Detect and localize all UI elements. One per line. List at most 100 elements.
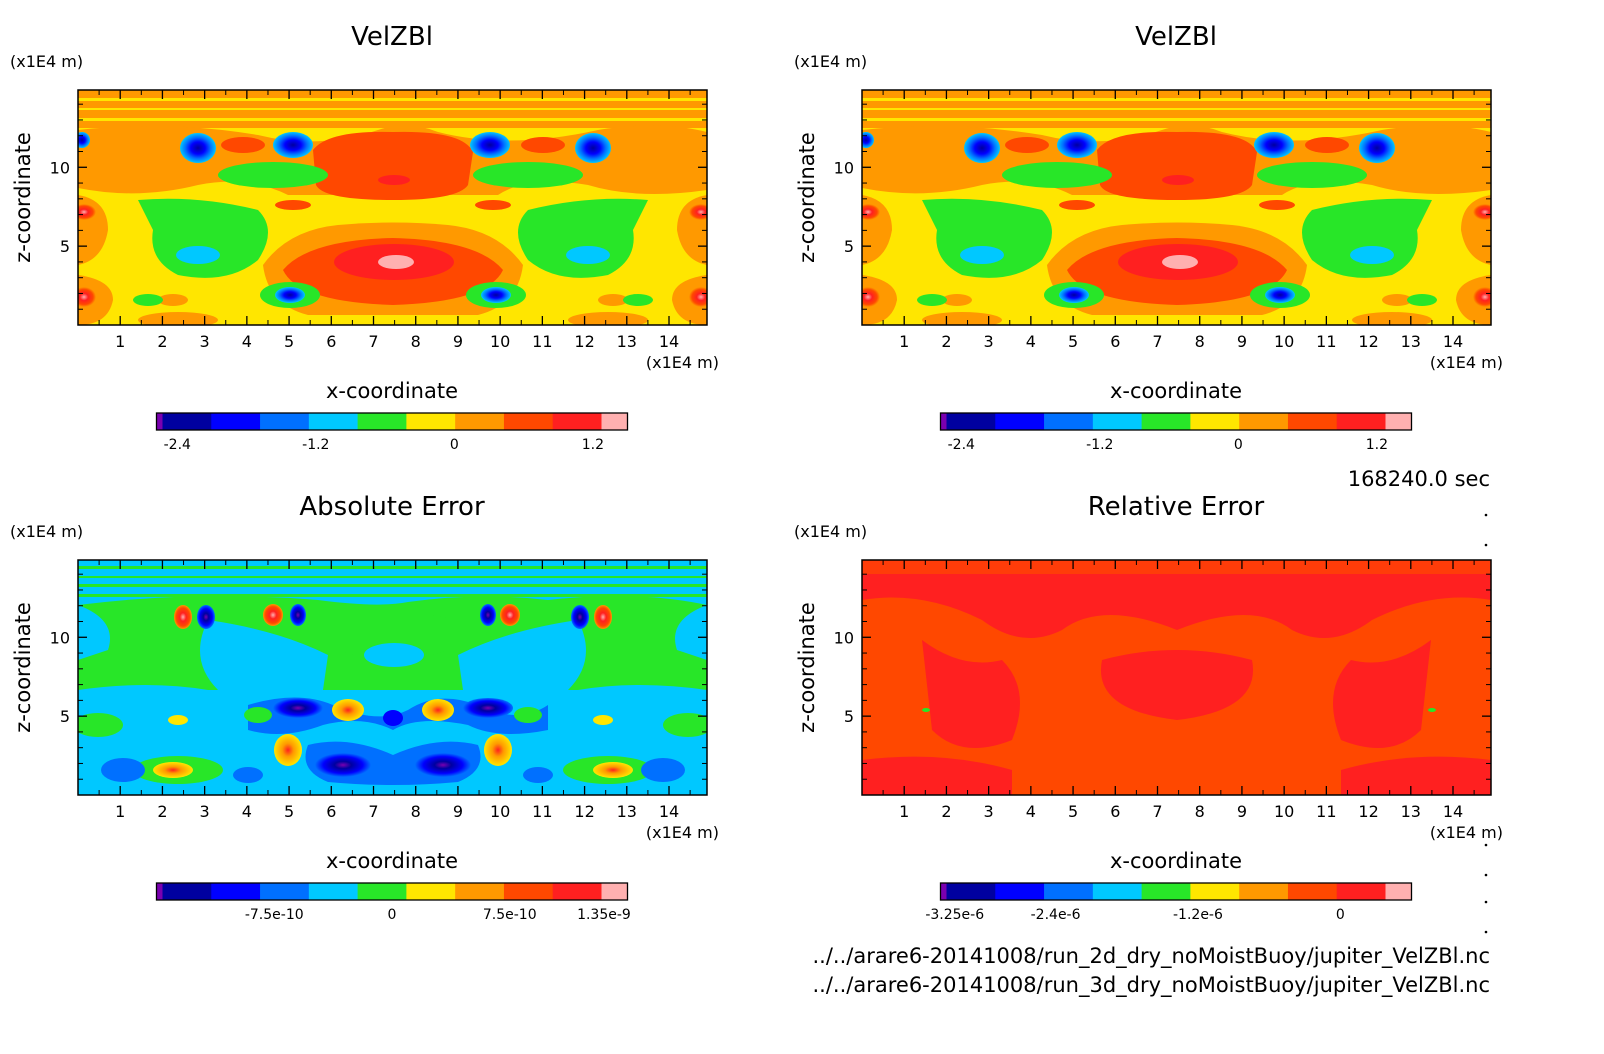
colorbar-frame <box>939 412 1413 431</box>
x-tick-label: 3 <box>984 332 994 351</box>
x-tick-label: 5 <box>1068 332 1078 351</box>
colorbar-swatch <box>1092 413 1143 430</box>
x-tick-label: 10 <box>490 332 510 351</box>
panel-title: Absolute Error <box>299 492 485 522</box>
colorbar-tick-label: 7.5e-10 <box>483 907 537 923</box>
x-tick-label: 7 <box>1152 332 1162 351</box>
x-tick-label: 4 <box>1026 802 1036 821</box>
x-tick-label: 12 <box>1358 802 1378 821</box>
colorbar-tick-label: 0 <box>450 437 459 453</box>
x-tick-label: 13 <box>617 332 637 351</box>
y-unit-label: (x1E4 m) <box>794 522 867 541</box>
x-tick-label: 3 <box>200 802 210 821</box>
panel-1: VelZBl(x1E4 m)1 2 3 4 5 6 7 8 9 10 11 12 13 14510(x1E… <box>10 22 719 453</box>
x-tick-label: 1 <box>115 802 125 821</box>
colorbar-swatch <box>601 883 628 900</box>
x-tick-label: 8 <box>1195 802 1205 821</box>
colorbar: -2.4 -1.2 0 1.2 <box>939 412 1413 453</box>
colorbar-swatch <box>995 883 1045 900</box>
x-tick-label: 4 <box>242 802 252 821</box>
colorbar-tick-label: 0 <box>1336 907 1345 923</box>
x-tick-label: 9 <box>1237 332 1247 351</box>
x-tick-label: 6 <box>1110 802 1120 821</box>
x-tick-label: 8 <box>411 332 421 351</box>
x-tick-label: 12 <box>574 802 594 821</box>
x-tick-label: 11 <box>1316 802 1336 821</box>
colorbar-tick-label: 1.2 <box>582 437 604 453</box>
x-tick-label: 14 <box>1443 802 1463 821</box>
panel-4: Relative Error(x1E4 m)1 2 3 4 5 6 7 8 9 10 11 12 13 1… <box>794 492 1503 923</box>
y-unit-label: (x1E4 m) <box>10 522 83 541</box>
colorbar-frame <box>155 882 629 901</box>
x-tick-label: 1 <box>115 332 125 351</box>
colorbar-swatch <box>1044 413 1094 430</box>
heatmap-field <box>77 559 708 796</box>
x-tick-label: 11 <box>532 332 552 351</box>
x-axis-label: x-coordinate <box>326 379 458 403</box>
colorbar-swatch <box>162 883 212 900</box>
x-tick-label: 14 <box>659 332 679 351</box>
colorbar-swatch <box>1336 883 1386 900</box>
x-tick-label: 13 <box>617 802 637 821</box>
colorbar-swatch <box>1092 883 1143 900</box>
colorbar-frame <box>155 412 629 431</box>
colorbar-swatch <box>162 413 212 430</box>
x-tick-label: 2 <box>157 332 167 351</box>
colorbar-swatch <box>552 883 602 900</box>
x-unit-label: (x1E4 m) <box>646 823 719 842</box>
x-unit-label: (x1E4 m) <box>1430 353 1503 372</box>
colorbar-tick-label: -2.4e-6 <box>1031 907 1081 923</box>
x-tick-label: 10 <box>490 802 510 821</box>
y-tick-label: 5 <box>60 237 70 256</box>
x-tick-label: 8 <box>1195 332 1205 351</box>
colorbar-swatch <box>1190 413 1240 430</box>
footer-line-2: ../../arare6-20141008/run_3d_dry_noMoist… <box>813 973 1491 998</box>
y-axis-label: z-coordinate <box>11 132 35 263</box>
x-tick-label: 7 <box>368 332 378 351</box>
colorbar-swatch <box>1141 413 1191 430</box>
time-label: 168240.0 sec <box>1348 467 1490 491</box>
colorbar-tick-label: -3.25e-6 <box>925 907 984 923</box>
colorbar-swatch <box>503 883 554 900</box>
x-tick-label: 12 <box>574 332 594 351</box>
x-tick-label: 11 <box>532 802 552 821</box>
footer-line-1: ../../arare6-20141008/run_2d_dry_noMoist… <box>813 944 1491 969</box>
colorbar-swatch <box>357 413 407 430</box>
panel-2: VelZBl(x1E4 m)1 2 3 4 5 6 7 8 9 10 11 12 13 14510(x1E… <box>794 22 1503 453</box>
colorbar-swatch <box>601 413 628 430</box>
colorbar-swatch <box>503 413 554 430</box>
colorbar-tick-label: 0 <box>1234 437 1243 453</box>
x-axis-label: x-coordinate <box>326 849 458 873</box>
colorbar-swatch <box>211 413 261 430</box>
x-tick-label: 5 <box>284 802 294 821</box>
colorbar-frame <box>939 882 1413 901</box>
x-tick-label: 9 <box>453 802 463 821</box>
x-unit-label: (x1E4 m) <box>1430 823 1503 842</box>
colorbar-swatch <box>1287 883 1338 900</box>
colorbar: -2.4 -1.2 0 1.2 <box>155 412 629 453</box>
y-tick-label: 10 <box>834 628 854 647</box>
colorbar-tick-label: 1.35e-9 <box>577 907 631 923</box>
x-tick-label: 4 <box>242 332 252 351</box>
x-tick-label: 7 <box>1152 802 1162 821</box>
colorbar-swatch <box>946 883 996 900</box>
y-tick-label: 5 <box>844 237 854 256</box>
colorbar-swatch <box>1044 883 1094 900</box>
colorbar-swatch <box>1190 883 1240 900</box>
x-axis-label: x-coordinate <box>1110 849 1242 873</box>
colorbar-swatch <box>406 413 456 430</box>
panel-3: Absolute Error(x1E4 m)1 2 3 4 5 6 7 8 9 10 11 12 13 1… <box>10 492 719 923</box>
colorbar-tick-label: -1.2 <box>302 437 329 453</box>
panel-title: Relative Error <box>1088 492 1265 522</box>
plot-frame <box>861 559 1492 796</box>
x-tick-label: 6 <box>1110 332 1120 351</box>
y-axis-label: z-coordinate <box>795 602 819 733</box>
colorbar-swatch <box>995 413 1045 430</box>
colorbar-swatch <box>260 413 310 430</box>
x-tick-label: 2 <box>157 802 167 821</box>
x-tick-label: 5 <box>1068 802 1078 821</box>
y-tick-label: 5 <box>844 707 854 726</box>
y-axis-label: z-coordinate <box>11 602 35 733</box>
x-axis-label: x-coordinate <box>1110 379 1242 403</box>
